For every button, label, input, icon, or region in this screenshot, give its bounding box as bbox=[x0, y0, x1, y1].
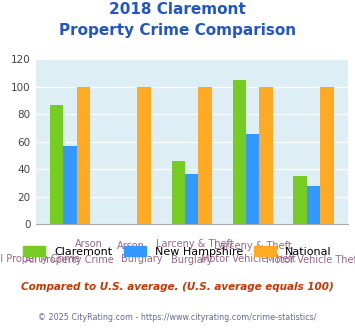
Bar bbox=[63, 146, 77, 224]
Bar bbox=[137, 87, 151, 224]
Text: Larceny & Theft: Larceny & Theft bbox=[214, 241, 291, 251]
Text: Larceny & Theft: Larceny & Theft bbox=[156, 239, 234, 249]
Text: Compared to U.S. average. (U.S. average equals 100): Compared to U.S. average. (U.S. average … bbox=[21, 282, 334, 292]
Bar bbox=[198, 87, 212, 224]
Bar bbox=[320, 87, 334, 224]
Bar bbox=[50, 105, 63, 224]
Text: Motor Vehicle Theft: Motor Vehicle Theft bbox=[266, 255, 355, 265]
Bar bbox=[185, 174, 198, 224]
Bar bbox=[307, 186, 320, 224]
Bar bbox=[171, 161, 185, 224]
Bar bbox=[246, 134, 260, 224]
Legend: Claremont, New Hampshire, National: Claremont, New Hampshire, National bbox=[19, 242, 336, 261]
Text: All Property Crime: All Property Crime bbox=[26, 255, 114, 265]
Text: Burglary: Burglary bbox=[171, 255, 212, 265]
Text: © 2025 CityRating.com - https://www.cityrating.com/crime-statistics/: © 2025 CityRating.com - https://www.city… bbox=[38, 314, 317, 322]
Text: Arson: Arson bbox=[117, 241, 145, 251]
Text: Arson: Arson bbox=[75, 239, 103, 249]
Bar bbox=[294, 176, 307, 224]
Text: Burglary: Burglary bbox=[121, 254, 163, 264]
Bar bbox=[77, 87, 90, 224]
Text: Property Crime Comparison: Property Crime Comparison bbox=[59, 23, 296, 38]
Text: All Property Crime: All Property Crime bbox=[0, 254, 80, 264]
Bar bbox=[233, 80, 246, 224]
Text: 2018 Claremont: 2018 Claremont bbox=[109, 2, 246, 16]
Bar bbox=[260, 87, 273, 224]
Text: Motor Vehicle Theft: Motor Vehicle Theft bbox=[201, 254, 295, 264]
